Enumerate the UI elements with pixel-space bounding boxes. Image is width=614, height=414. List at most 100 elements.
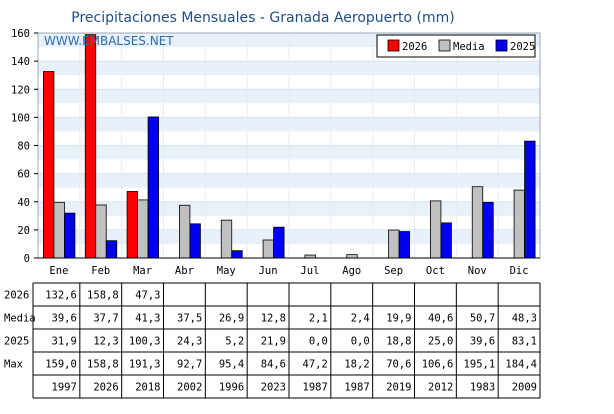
x-tick-label: Nov — [468, 265, 487, 277]
y-tick-label: 80 — [17, 141, 30, 153]
x-tick-label: Abr — [175, 265, 194, 277]
table-cell: 41,3 — [135, 313, 160, 325]
y-tick-label: 60 — [17, 169, 30, 181]
table-row-label: 2026 — [4, 290, 29, 302]
y-tick-label: 140 — [11, 56, 30, 68]
table-cell: 37,7 — [93, 313, 118, 325]
table-cell: 2002 — [177, 382, 202, 394]
legend-label-2025: 2025 — [510, 41, 535, 53]
bar-2025-mar — [147, 116, 159, 259]
x-tick-label: Dic — [510, 265, 529, 277]
table-cell: 1987 — [303, 382, 328, 394]
table-cell: 37,5 — [177, 313, 202, 325]
table-cell: 195,1 — [464, 359, 496, 371]
x-tick-label: May — [217, 265, 236, 277]
table-cell: 158,8 — [87, 359, 119, 371]
table-row-label: Max — [4, 359, 23, 371]
legend: 2026 Media 2025 — [376, 34, 536, 58]
table-cell: 2,1 — [309, 313, 328, 325]
chart-title: Precipitaciones Mensuales - Granada Aero… — [71, 10, 454, 26]
data-table: 2026 132,6 158,8 47,3 Media 39,6 37,7 41,3 37,5 2… — [4, 282, 541, 399]
bar-media-abr — [179, 204, 191, 259]
table-cell: 26,9 — [219, 313, 244, 325]
table-cell: 31,9 — [52, 336, 77, 348]
bar-2025-nov — [482, 201, 494, 259]
table-cell: 1987 — [344, 382, 369, 394]
table-cell: 25,0 — [428, 336, 453, 348]
legend-label-2026: 2026 — [402, 41, 427, 53]
table-cell: 1996 — [219, 382, 244, 394]
bar-2025-oct — [440, 222, 452, 259]
table-cell: 70,6 — [386, 359, 411, 371]
legend-swatch-2025 — [495, 39, 508, 52]
bar-2025-dic — [524, 140, 536, 259]
table-cell: 50,7 — [470, 313, 495, 325]
bar-media-oct — [430, 200, 442, 259]
table-cell: 106,6 — [422, 359, 454, 371]
table-cell: 1997 — [52, 382, 77, 394]
table-cell: 95,4 — [219, 359, 244, 371]
table-cell: 39,6 — [52, 313, 77, 325]
bar-media-may — [220, 219, 233, 259]
table-cell: 12,3 — [93, 336, 118, 348]
legend-box — [376, 34, 536, 58]
table-cell: 84,6 — [261, 359, 286, 371]
table-cell: 2,4 — [351, 313, 370, 325]
table-cell: 191,3 — [129, 359, 161, 371]
legend-swatch-media — [438, 39, 451, 52]
table-cell: 1983 — [470, 382, 495, 394]
table-cell: 0,0 — [351, 336, 370, 348]
bar-2026-mar — [126, 191, 138, 259]
table-cell: 100,3 — [129, 336, 161, 348]
table-row-label: Media — [4, 313, 36, 325]
table-cell: 92,7 — [177, 359, 202, 371]
watermark: WWW.EMBALSES.NET — [44, 34, 174, 48]
table-cell: 2018 — [135, 382, 160, 394]
table-cell: 19,9 — [386, 313, 411, 325]
x-tick-label: Mar — [133, 265, 152, 277]
gridlines — [38, 32, 540, 259]
y-tick-label: 0 — [24, 253, 30, 265]
bar-media-ago — [346, 254, 358, 259]
table-cell: 5,2 — [225, 336, 244, 348]
bar-media-dic — [513, 189, 525, 259]
table-cell: 83,1 — [512, 336, 537, 348]
table-cell: 18,2 — [344, 359, 369, 371]
table-cell: 2012 — [428, 382, 453, 394]
table-cell: 40,6 — [428, 313, 453, 325]
table-cell: 24,3 — [177, 336, 202, 348]
bar-2025-ene — [64, 212, 76, 259]
x-tick-label: Sep — [384, 265, 403, 277]
table-cell: 158,8 — [87, 290, 119, 302]
table-cell: 48,3 — [512, 313, 537, 325]
table-cell: 21,9 — [261, 336, 286, 348]
table-cell: 159,0 — [45, 359, 77, 371]
y-tick-label: 100 — [11, 112, 30, 124]
bar-media-mar — [137, 199, 149, 259]
bar-2025-feb — [105, 240, 118, 259]
table-row-label: 2025 — [4, 336, 29, 348]
table-cell: 2009 — [512, 382, 537, 394]
table-cell: 2019 — [386, 382, 411, 394]
table-cell: 184,4 — [505, 359, 537, 371]
x-tick-label: Jul — [300, 265, 319, 277]
bar-2025-jun — [273, 226, 285, 259]
y-tick-label: 160 — [11, 28, 30, 40]
bar-2026-feb — [84, 34, 97, 259]
bar-media-ene — [53, 201, 65, 259]
table-cell: 47,3 — [135, 290, 160, 302]
x-tick-label: Feb — [91, 265, 110, 277]
legend-label-media: Media — [453, 41, 485, 53]
x-tick-label: Ago — [342, 265, 361, 277]
x-tick-label: Oct — [426, 265, 445, 277]
table-cell: 39,6 — [470, 336, 495, 348]
x-tick-label: Ene — [49, 265, 68, 277]
table-cell: 2023 — [261, 382, 286, 394]
bar-2025-sep — [398, 231, 410, 259]
table-cell: 132,6 — [45, 290, 77, 302]
x-axis-ticks: Ene Feb Mar Abr May Jun Jul Ago Sep Oct Nov Dic — [49, 265, 528, 277]
table-cell: 12,8 — [261, 313, 286, 325]
bar-media-jun — [262, 239, 274, 259]
table-cell: 2026 — [93, 382, 118, 394]
